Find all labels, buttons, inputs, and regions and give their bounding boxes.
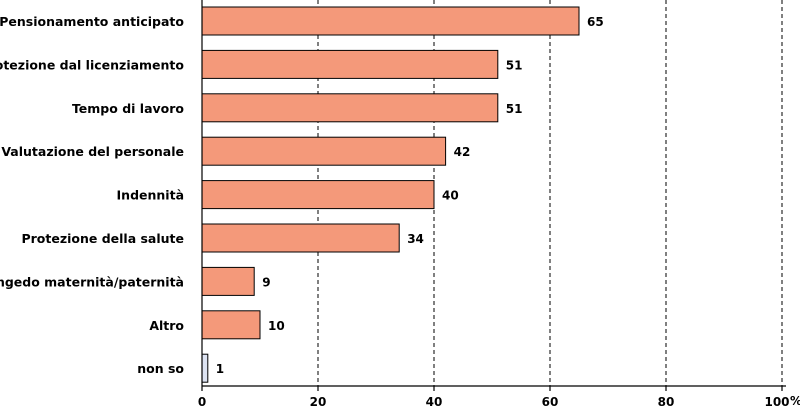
x-tick-label-40: 40 — [426, 395, 443, 409]
category-label-4: Indennità — [117, 188, 184, 203]
value-label-2: 51 — [506, 102, 523, 116]
value-label-8: 1 — [216, 362, 224, 376]
category-label-8: non so — [137, 361, 184, 376]
x-tick-label-0: 0 — [198, 395, 206, 409]
value-label-3: 42 — [454, 145, 471, 159]
value-label-0: 65 — [587, 15, 604, 29]
bar-2 — [201, 93, 499, 123]
category-label-1: Protezione dal licenziamento — [0, 57, 184, 72]
bar-1 — [201, 49, 499, 79]
category-label-3: Valutazione del personale — [1, 144, 184, 159]
bar-5 — [201, 223, 400, 253]
category-label-7: Altro — [149, 318, 184, 333]
value-label-5: 34 — [407, 232, 424, 246]
x-tick-label-20: 20 — [310, 395, 327, 409]
category-label-0: Pensionamento anticipato — [0, 14, 184, 29]
bar-4 — [201, 180, 435, 210]
value-label-1: 51 — [506, 58, 523, 72]
category-label-6: Congedo maternità/paternità — [0, 274, 184, 289]
bar-8 — [201, 353, 209, 383]
labels-group: 65 Pensionamento anticipato 51 Protezione d… — [0, 14, 604, 376]
category-label-2: Tempo di lavoro — [72, 101, 184, 116]
bar-3 — [201, 136, 447, 166]
x-tick-label-80: 80 — [658, 395, 675, 409]
bar-7 — [201, 310, 261, 340]
x-tick-label-60: 60 — [542, 395, 559, 409]
x-axis: 0 20 40 60 80 100% — [198, 0, 800, 409]
bars-group — [201, 6, 580, 383]
x-unit-label: % — [790, 394, 800, 408]
value-label-7: 10 — [268, 319, 285, 333]
value-label-6: 9 — [262, 275, 270, 289]
category-label-5: Protezione della salute — [21, 231, 184, 246]
x-tick-label-100: 100 — [764, 395, 789, 409]
value-label-4: 40 — [442, 189, 459, 203]
bar-6 — [201, 266, 255, 296]
bar-0 — [201, 6, 580, 36]
